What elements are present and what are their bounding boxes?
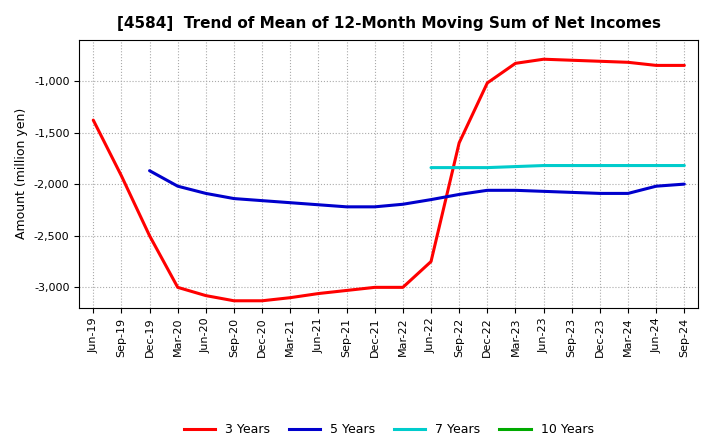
7 Years (511, 164, 520, 169)
5 Years (595, 191, 604, 196)
5 Years (427, 197, 436, 202)
3 Years (652, 63, 660, 68)
7 Years (427, 165, 436, 170)
7 Years (595, 163, 604, 168)
3 Years (624, 60, 632, 65)
5 Years (567, 190, 576, 195)
Line: 7 Years: 7 Years (431, 165, 684, 168)
7 Years (680, 163, 688, 168)
5 Years (680, 181, 688, 187)
5 Years (539, 189, 548, 194)
3 Years (286, 295, 294, 301)
5 Years (174, 183, 182, 189)
5 Years (314, 202, 323, 207)
5 Years (483, 188, 492, 193)
3 Years (89, 117, 98, 123)
3 Years (230, 298, 238, 304)
5 Years (370, 204, 379, 209)
5 Years (399, 202, 408, 207)
3 Years (145, 233, 154, 238)
7 Years (539, 163, 548, 168)
3 Years (342, 288, 351, 293)
5 Years (286, 200, 294, 205)
3 Years (174, 285, 182, 290)
5 Years (145, 168, 154, 173)
Line: 5 Years: 5 Years (150, 171, 684, 207)
5 Years (652, 183, 660, 189)
5 Years (258, 198, 266, 203)
5 Years (511, 188, 520, 193)
3 Years (539, 57, 548, 62)
3 Years (595, 59, 604, 64)
Legend: 3 Years, 5 Years, 7 Years, 10 Years: 3 Years, 5 Years, 7 Years, 10 Years (179, 418, 598, 440)
5 Years (455, 192, 464, 197)
Y-axis label: Amount (million yen): Amount (million yen) (15, 108, 28, 239)
Line: 3 Years: 3 Years (94, 59, 684, 301)
5 Years (202, 191, 210, 196)
5 Years (230, 196, 238, 201)
5 Years (624, 191, 632, 196)
3 Years (117, 173, 126, 179)
Title: [4584]  Trend of Mean of 12-Month Moving Sum of Net Incomes: [4584] Trend of Mean of 12-Month Moving … (117, 16, 661, 32)
3 Years (567, 58, 576, 63)
3 Years (399, 285, 408, 290)
3 Years (258, 298, 266, 304)
7 Years (624, 163, 632, 168)
3 Years (483, 81, 492, 86)
3 Years (314, 291, 323, 296)
3 Years (427, 259, 436, 264)
7 Years (483, 165, 492, 170)
3 Years (202, 293, 210, 298)
7 Years (652, 163, 660, 168)
5 Years (342, 204, 351, 209)
7 Years (567, 163, 576, 168)
3 Years (680, 63, 688, 68)
3 Years (370, 285, 379, 290)
3 Years (511, 61, 520, 66)
3 Years (455, 140, 464, 146)
7 Years (455, 165, 464, 170)
